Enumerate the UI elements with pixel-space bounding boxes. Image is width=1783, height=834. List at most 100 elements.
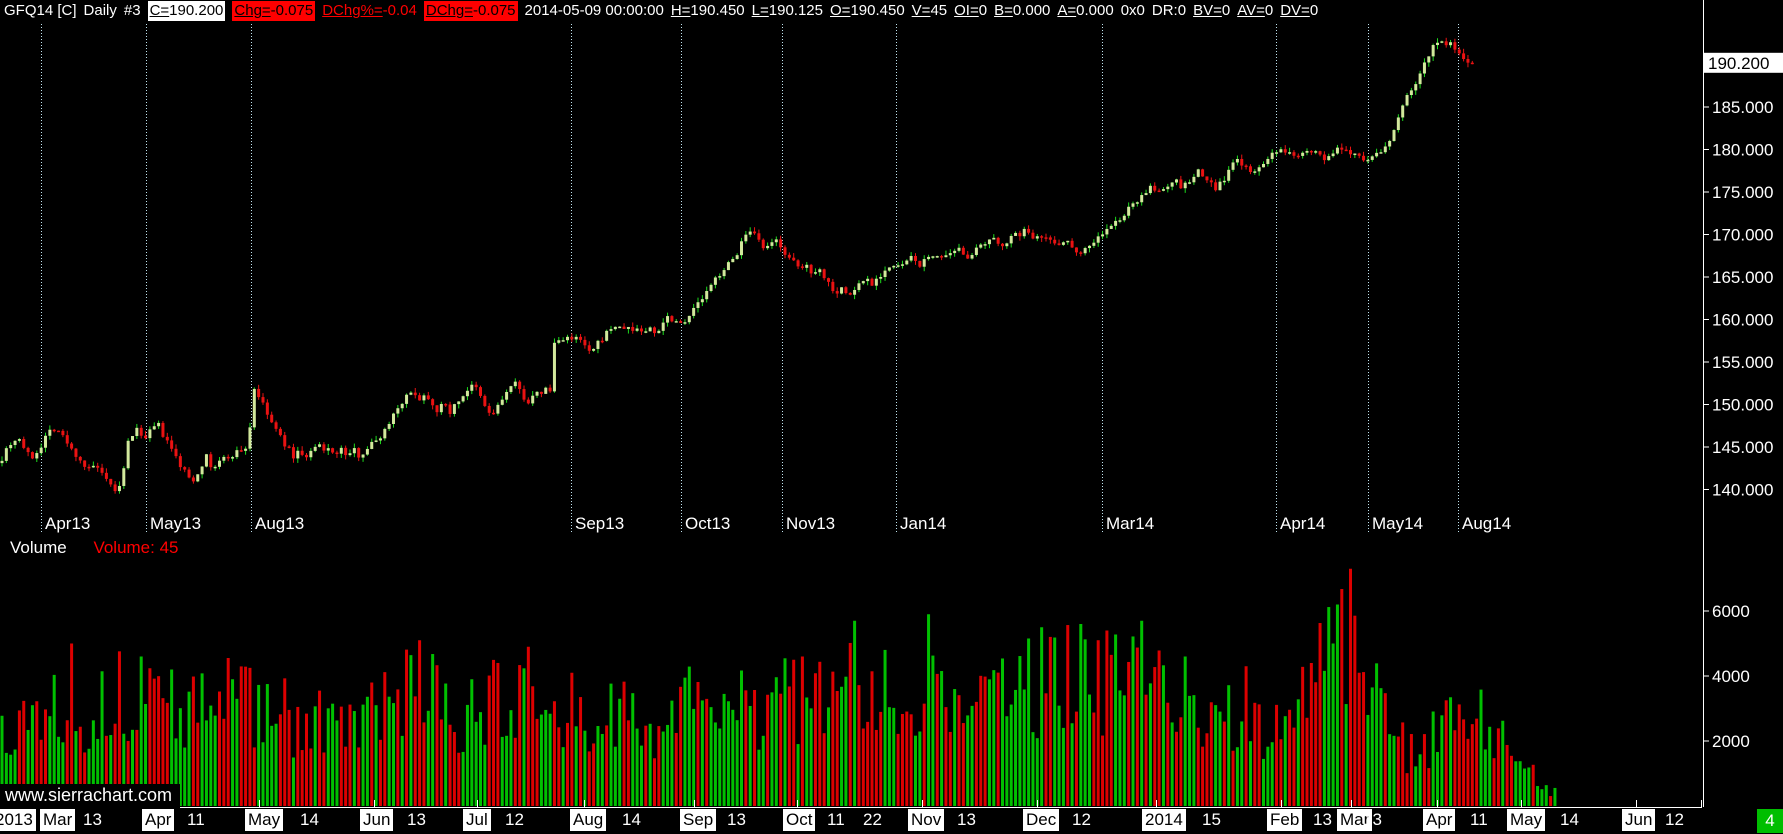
svg-text:Apr13: Apr13 [45, 514, 90, 533]
volume-bars [0, 568, 1557, 806]
time-axis-label: 14 [622, 810, 641, 829]
time-axis-label: May [245, 809, 284, 831]
time-axis-label: 13 [727, 810, 746, 829]
time-axis-label: 12 [1665, 810, 1684, 829]
header-field-high-value[interactable]: H=190.450 [671, 1, 745, 21]
time-axis-label: May [1507, 809, 1546, 831]
header-field-value: 2014-05-09 00:00:00 [524, 2, 664, 19]
time-axis-label: 12 [505, 810, 524, 829]
time-axis-label: Dec [1023, 809, 1060, 831]
svg-text:145.000: 145.000 [1712, 438, 1773, 457]
header-field-label[interactable]: Chg= [234, 2, 271, 19]
header-field-label[interactable]: DV= [1280, 2, 1310, 19]
svg-text:170.000: 170.000 [1712, 226, 1773, 245]
candlestick-series [0, 37, 1474, 494]
header-field-label[interactable]: C= [149, 2, 170, 19]
header-field-day-change-value[interactable]: DChg=-0.075 [423, 1, 518, 21]
time-axis-label: Aug [570, 809, 607, 831]
price-scale[interactable]: 185.000 180.000 175.000 170.000 165.000 160.0… [1703, 0, 1783, 807]
svg-text:140.000: 140.000 [1712, 481, 1773, 500]
svg-text:180.000: 180.000 [1712, 141, 1773, 160]
header-field-bar-datetime: 2014-05-09 00:00:00 [525, 1, 664, 21]
header-field-low-value[interactable]: L=190.125 [752, 1, 823, 21]
time-axis-label: Jun [1622, 809, 1656, 831]
header-field-ask-volume-value[interactable]: AV=0 [1237, 1, 1273, 21]
header-field-label[interactable]: BV= [1193, 2, 1222, 19]
header-field-change-value[interactable]: Chg=-0.075 [232, 1, 316, 21]
header-field-label[interactable]: O= [830, 2, 851, 19]
status-badge[interactable]: 4 [1757, 809, 1783, 833]
volume-study-value: Volume: 45 [93, 538, 179, 557]
svg-text:150.000: 150.000 [1712, 396, 1773, 415]
volume-study-name: Volume [10, 538, 67, 557]
time-axis-label: 13 [957, 810, 976, 829]
header-field-value: 0 [1309, 2, 1319, 19]
header-field-value: 190.125 [768, 2, 823, 19]
header-field-value: 0.000 [1076, 2, 1114, 19]
header-field-value: 0.000 [1012, 2, 1051, 19]
time-axis-label: Sep [680, 809, 717, 831]
time-axis-label: Nov [908, 809, 945, 831]
header-field-ask-value[interactable]: A=0.000 [1057, 1, 1113, 21]
header-field-value: 190.200 [169, 2, 224, 19]
header-field-value: GFQ14 [C] [4, 2, 77, 19]
header-field-close-value[interactable]: C=190.200 [147, 1, 226, 21]
time-scale[interactable]: 2013Mar13Apr11May14Jun13Jul12Aug14Sep13O… [0, 808, 1783, 834]
time-axis-label: 13 [1363, 810, 1382, 829]
svg-text:155.000: 155.000 [1712, 353, 1773, 372]
header-field-label[interactable]: DChg= [425, 2, 473, 19]
svg-text:Aug14: Aug14 [1462, 514, 1511, 533]
svg-text:Apr14: Apr14 [1280, 514, 1325, 533]
header-field-value: Daily [83, 2, 117, 19]
volume-scale[interactable]: 6000 4000 2000 [1703, 602, 1750, 751]
header-field-value: 0x0 [1120, 2, 1145, 19]
svg-text:Oct13: Oct13 [685, 514, 730, 533]
header-field-label[interactable]: DChg%= [322, 2, 383, 19]
header-field-value: -0.04 [382, 2, 417, 19]
time-axis-label: 13 [1313, 810, 1332, 829]
svg-text:2000: 2000 [1712, 732, 1750, 751]
header-field-dr-value: DR:0 [1152, 1, 1186, 21]
header-field-bid-value[interactable]: B=0.000 [994, 1, 1050, 21]
header-field-value: 190.450 [850, 2, 905, 19]
month-marker-lines: Apr13 May13 Aug13 Sep13 Oct13 Nov13 Jan14 Mar14… [41, 24, 1511, 533]
header-field-value: 0 [978, 2, 988, 19]
header-field-value: -0.075 [270, 2, 314, 19]
time-axis-label: 12 [1072, 810, 1091, 829]
header-field-label[interactable]: B= [994, 2, 1013, 19]
time-axis-label: Apr [142, 809, 175, 831]
header-field-value: #3 [123, 2, 141, 19]
time-axis-label: Oct [783, 809, 816, 831]
header-field-symbol: GFQ14 [C] [4, 1, 77, 21]
header-field-value: 0 [1264, 2, 1274, 19]
time-axis-label: 22 [863, 810, 882, 829]
header-field-label[interactable]: V= [911, 2, 931, 19]
header-field-bid-ask-size: 0x0 [1121, 1, 1145, 21]
header-field-dv-value[interactable]: DV=0 [1280, 1, 1318, 21]
header-field-value: DR:0 [1151, 2, 1187, 19]
last-price-label: 190.200 [1708, 54, 1769, 73]
time-axis-label: Feb [1267, 809, 1303, 831]
time-axis-label: 11 [1470, 810, 1488, 829]
header-field-label[interactable]: L= [751, 2, 769, 19]
header-field-open-value[interactable]: O=190.450 [830, 1, 905, 21]
header-field-open-interest-value[interactable]: OI=0 [954, 1, 987, 21]
header-field-label[interactable]: OI= [954, 2, 979, 19]
time-axis-label: 13 [83, 810, 102, 829]
time-axis-label: Apr [1423, 809, 1456, 831]
svg-text:May14: May14 [1372, 514, 1423, 533]
header-field-day-change-percent[interactable]: DChg%=-0.04 [322, 1, 417, 21]
svg-text:4000: 4000 [1712, 667, 1750, 686]
time-axis-label: 11 [827, 810, 845, 829]
header-field-value: 190.450 [690, 2, 745, 19]
header-field-bid-volume-value[interactable]: BV=0 [1193, 1, 1230, 21]
header-field-label[interactable]: AV= [1237, 2, 1265, 19]
time-axis-label: 11 [187, 810, 205, 829]
svg-text:175.000: 175.000 [1712, 183, 1773, 202]
volume-study-title: Volume Volume: 45 [10, 538, 179, 558]
svg-text:Sep13: Sep13 [575, 514, 624, 533]
header-field-label[interactable]: A= [1057, 2, 1077, 19]
header-field-volume-value[interactable]: V=45 [912, 1, 947, 21]
header-field-label[interactable]: H= [670, 2, 691, 19]
